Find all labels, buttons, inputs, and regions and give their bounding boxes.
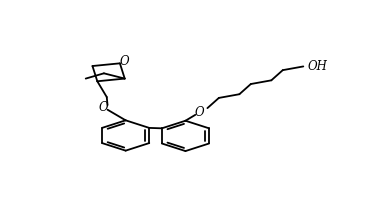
Text: O: O (120, 55, 130, 68)
Text: OH: OH (308, 60, 328, 73)
Text: O: O (99, 101, 109, 114)
Text: O: O (195, 106, 205, 119)
